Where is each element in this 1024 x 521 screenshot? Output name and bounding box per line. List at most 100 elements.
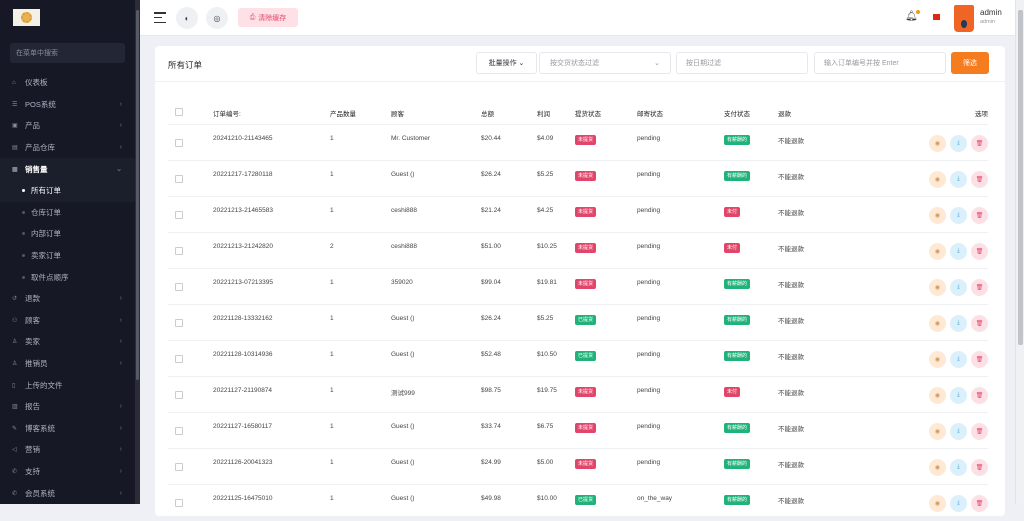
logo[interactable]	[13, 9, 40, 26]
date-filter-input[interactable]	[676, 52, 808, 74]
sidebar-item[interactable]: ☰ POS系统 ›	[0, 94, 135, 116]
download-button[interactable]: ⤓	[950, 242, 967, 260]
delete-button[interactable]: 🗑︎	[971, 386, 988, 404]
view-button[interactable]: ◉	[929, 134, 946, 152]
delete-button[interactable]: 🗑︎	[971, 170, 988, 188]
download-button[interactable]: ⤓	[950, 170, 967, 188]
language-flag-icon[interactable]	[933, 14, 940, 20]
view-button[interactable]: ◉	[929, 170, 946, 188]
bullet-icon	[22, 275, 25, 279]
page-scrollbar[interactable]	[1015, 0, 1024, 504]
view-button[interactable]: ◉	[929, 314, 946, 332]
sidebar-subitem[interactable]: 内部订单	[0, 223, 135, 245]
delivery-status-filter[interactable]: 按交货状态过滤 ⌄	[539, 52, 671, 74]
eye-icon: ◉	[934, 500, 941, 507]
cell: 20221128-13332162	[213, 304, 330, 341]
sidebar-subitem[interactable]: 取件点顺序	[0, 266, 135, 288]
download-button[interactable]: ⤓	[950, 206, 967, 224]
delete-button[interactable]: 🗑︎	[971, 278, 988, 296]
row-checkbox[interactable]	[175, 354, 183, 363]
order-search-input[interactable]	[814, 52, 946, 74]
delete-button[interactable]: 🗑︎	[971, 314, 988, 332]
sidebar-item[interactable]: ♙ 推销员 ›	[0, 353, 135, 375]
download-button[interactable]: ⤓	[950, 494, 967, 512]
view-button[interactable]: ◉	[929, 422, 946, 440]
sidebar-item[interactable]: ▣ 产品 ›	[0, 115, 135, 137]
sidebar-item[interactable]: ▥ 报告 ›	[0, 396, 135, 418]
cell: 1	[330, 268, 391, 305]
sidebar-item[interactable]: ✆ 支持 ›	[0, 461, 135, 483]
view-button[interactable]: ◉	[929, 350, 946, 368]
trash-icon: 🗑︎	[975, 140, 984, 147]
salesman-icon: ♙	[12, 361, 18, 368]
download-button[interactable]: ⤓	[950, 350, 967, 368]
view-button[interactable]: ◉	[929, 386, 946, 404]
delete-button[interactable]: 🗑︎	[971, 494, 988, 512]
row-checkbox[interactable]	[175, 498, 183, 507]
bulk-label: 批量操作	[488, 60, 517, 67]
trash-icon: 🗑︎	[975, 464, 984, 471]
sidebar-item[interactable]: ⚇ 顾客 ›	[0, 310, 135, 332]
eye-icon: ◉	[934, 464, 941, 471]
sidebar-subitem[interactable]: 所有订单	[0, 179, 135, 202]
delete-button[interactable]: 🗑︎	[971, 422, 988, 440]
download-button[interactable]: ⤓	[950, 314, 967, 332]
cell: $98.75	[481, 376, 537, 413]
avatar[interactable]	[954, 5, 974, 32]
menu-search-input[interactable]	[10, 43, 125, 63]
row-checkbox[interactable]	[175, 282, 183, 291]
row-checkbox[interactable]	[175, 318, 183, 327]
sidebar-subitem[interactable]: 仓库订单	[0, 202, 135, 224]
row-checkbox[interactable]	[175, 138, 183, 147]
row-checkbox[interactable]	[175, 210, 183, 219]
sidebar-item[interactable]: ▦ 销售量 ⌄	[0, 158, 135, 180]
row-checkbox[interactable]	[175, 174, 183, 183]
globe-icon[interactable]: ◐	[176, 7, 198, 29]
view-button[interactable]: ◉	[929, 494, 946, 512]
sidebar-item[interactable]: ▯ 上传的文件	[0, 374, 135, 396]
sidebar-item[interactable]: ◁ 营销 ›	[0, 439, 135, 461]
view-button[interactable]: ◉	[929, 206, 946, 224]
user-icon: ♙	[12, 339, 18, 346]
download-button[interactable]: ⤓	[950, 458, 967, 476]
sidebar-item[interactable]: ▤ 产品仓库 ›	[0, 137, 135, 159]
delete-button[interactable]: 🗑︎	[971, 458, 988, 476]
sidebar-item[interactable]: ↺ 退款 ›	[0, 288, 135, 310]
cell: 不能退款	[778, 448, 893, 485]
row-checkbox[interactable]	[175, 462, 183, 471]
select-all-checkbox[interactable]	[175, 107, 183, 116]
row-checkbox[interactable]	[175, 246, 183, 255]
row-checkbox[interactable]	[175, 426, 183, 435]
sidebar-item-label: 推销员	[25, 359, 48, 369]
bulk-action-dropdown[interactable]: 批量操作 ⌄	[476, 52, 537, 74]
sidebar-item[interactable]: ✎ 博客系统 ›	[0, 418, 135, 440]
eye-icon: ◉	[934, 140, 941, 147]
pos-icon[interactable]: ◎	[206, 7, 228, 29]
payment-status-badge: 有薪酬的	[724, 134, 751, 145]
view-button[interactable]: ◉	[929, 458, 946, 476]
view-button[interactable]: ◉	[929, 278, 946, 296]
bell-icon[interactable]: 🔔︎	[905, 10, 920, 22]
delete-button[interactable]: 🗑︎	[971, 134, 988, 152]
download-button[interactable]: ⤓	[950, 422, 967, 440]
sidebar-item-label: 卖家	[25, 337, 40, 347]
user-name[interactable]: admin	[980, 8, 1002, 17]
delete-button[interactable]: 🗑︎	[971, 242, 988, 260]
clear-cache-button[interactable]: ⎙ 清除缓存	[238, 8, 298, 27]
download-button[interactable]: ⤓	[950, 278, 967, 296]
download-button[interactable]: ⤓	[950, 134, 967, 152]
filter-button[interactable]: 筛选	[951, 52, 989, 74]
delete-button[interactable]: 🗑︎	[971, 206, 988, 224]
cell: Guest ()	[391, 340, 481, 377]
sidebar-item[interactable]: ⌂ 仪表板	[0, 72, 135, 94]
download-button[interactable]: ⤓	[950, 386, 967, 404]
cell: $33.74	[481, 412, 537, 449]
view-button[interactable]: ◉	[929, 242, 946, 260]
sidebar-scrollbar[interactable]	[135, 0, 140, 504]
delete-button[interactable]: 🗑︎	[971, 350, 988, 368]
menu-toggle-icon[interactable]	[154, 12, 166, 23]
sidebar-subitem[interactable]: 卖家订单	[0, 245, 135, 267]
row-checkbox[interactable]	[175, 390, 183, 399]
sidebar-item[interactable]: ✆ 会员系统 ›	[0, 482, 135, 504]
sidebar-item[interactable]: ♙ 卖家 ›	[0, 331, 135, 353]
